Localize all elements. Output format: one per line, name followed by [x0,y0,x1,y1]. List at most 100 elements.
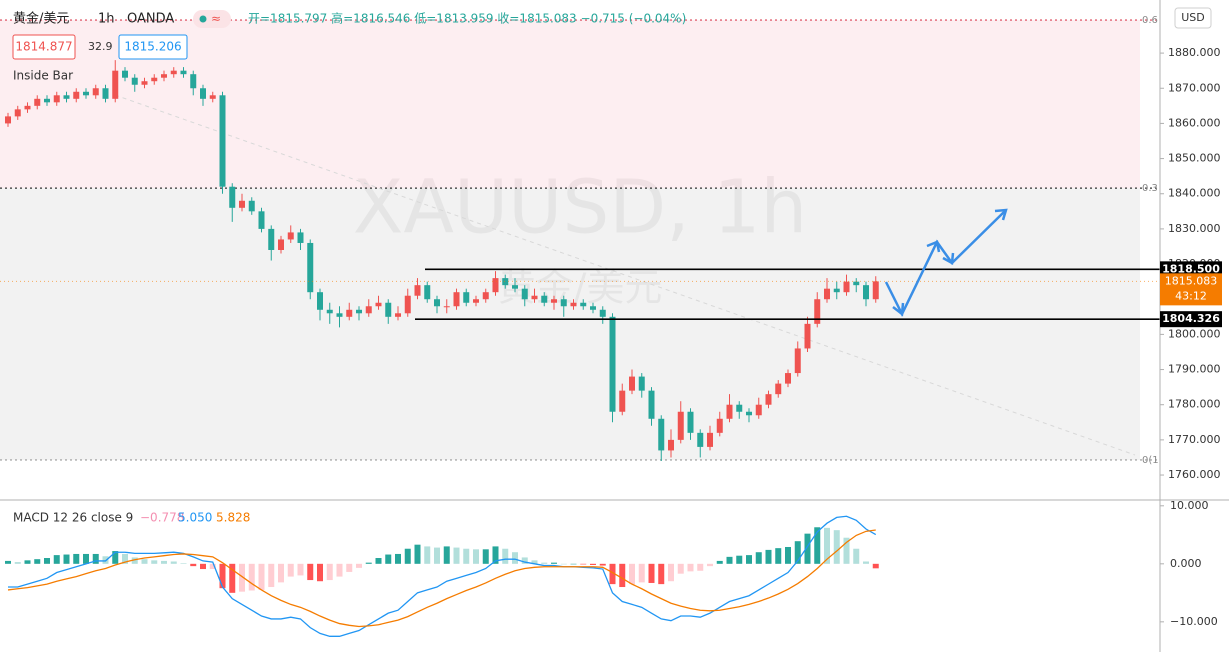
macd-histogram-bar [112,551,119,564]
macd-histogram-bar [336,563,343,577]
macd-histogram-bar [278,563,284,583]
candle-body [843,281,850,293]
candle-body [24,105,31,110]
candle-body [726,404,733,419]
macd-histogram-bar [141,559,148,564]
candle-body [619,390,626,412]
candle-body [863,285,869,300]
arrow-head [926,240,941,253]
level-tag-label: 1804.326 [1162,312,1220,325]
macd-histogram-bar [765,549,772,564]
candle-body [180,70,187,75]
candle-body [473,299,479,303]
macd-histogram-bar [726,556,733,564]
last-price-tag [1160,273,1222,306]
candle-body [122,70,128,78]
fib-label: 0.6 [1142,15,1158,26]
y-tick-label: 1880.000 [1168,46,1221,59]
candle-body [521,288,528,300]
candle-body [385,302,392,317]
candle-body [580,302,587,307]
macd-histogram-bar [151,560,158,564]
candle-body [531,295,538,300]
candle-body [785,373,791,384]
candle-body [551,299,557,303]
macd-histogram-bar [482,549,489,564]
candle-body [5,116,11,124]
y-tick-label: −10.000 [1170,615,1218,628]
macd-histogram-bar [775,548,782,564]
macd-line [8,515,877,637]
indicator-name: Inside Bar [13,69,73,83]
y-tick-label: 1840.000 [1168,187,1221,200]
macd-histogram-bar [180,563,187,564]
macd-histogram-bar [190,563,197,567]
bid: 1814.877 [15,40,72,54]
macd-histogram-bar [824,527,830,564]
candle-body [356,309,362,314]
candle-body [668,439,674,451]
candle-body [365,306,372,314]
macd-histogram-bar [170,561,177,564]
candle-body [73,91,80,99]
candle-body [648,390,655,419]
level-tag [1160,261,1222,278]
candle-body [853,281,860,286]
candle-body [297,232,304,243]
macd-histogram-bar [746,555,752,564]
candle-body [326,309,333,314]
macd-histogram-bar [297,563,304,576]
macd-histogram-bar [44,558,50,564]
candle-body [794,348,801,374]
macd-histogram-bar [307,563,314,581]
macd-histogram-bar [697,563,704,571]
symbol: 黄金/美元 [13,11,69,27]
arrow-head [994,208,1008,221]
candle-body [141,81,148,85]
macd-histogram-bar [385,554,392,564]
forecast-arrows [884,208,1008,317]
candle-body [307,242,314,293]
macd-histogram-bar [63,554,70,564]
candle-body [814,299,821,324]
y-tick-label: 1850.000 [1168,152,1221,165]
macd-histogram-bar [463,548,470,564]
macd-histogram-bar [92,553,99,564]
ask-box[interactable] [118,34,188,60]
macd-histogram-bar [239,563,245,592]
macd-histogram-bar [599,563,606,566]
macd-signal-legend: 5.828 [216,511,250,525]
candle-body [248,200,255,212]
bid-box[interactable] [12,34,76,60]
macd-histogram-bar [14,562,21,564]
macd-histogram-bar [229,563,236,593]
candle-body [804,323,811,349]
candle-body [34,98,41,106]
macd-histogram-bar [843,537,850,564]
candle-body [395,313,401,317]
macd-histogram-bar [258,563,265,590]
y-tick-label: 1770.000 [1168,433,1221,446]
candle-body [287,232,294,240]
candle-body [833,288,840,293]
currency-button[interactable] [1174,7,1212,29]
macd-histogram-bar [648,563,655,583]
macd-histogram-bar [209,563,216,570]
candle-body [687,411,694,433]
status-pill[interactable] [193,10,231,28]
macd-histogram-bar [122,553,128,564]
candle-body [44,98,50,103]
watermark: XAUUSD, 1h [353,165,808,251]
candle-body [609,316,616,412]
macd-histogram-bar [219,563,226,589]
candle-body [658,418,665,451]
candle-body [599,309,606,317]
macd-histogram-bar [638,563,645,583]
y-tick-label: 1800.000 [1168,327,1221,340]
macd-histogram-bar [375,558,382,564]
candle-body [346,309,353,317]
level-tag [1160,311,1222,328]
macd-histogram-bar [414,544,421,564]
macd-histogram-bar [424,546,431,564]
